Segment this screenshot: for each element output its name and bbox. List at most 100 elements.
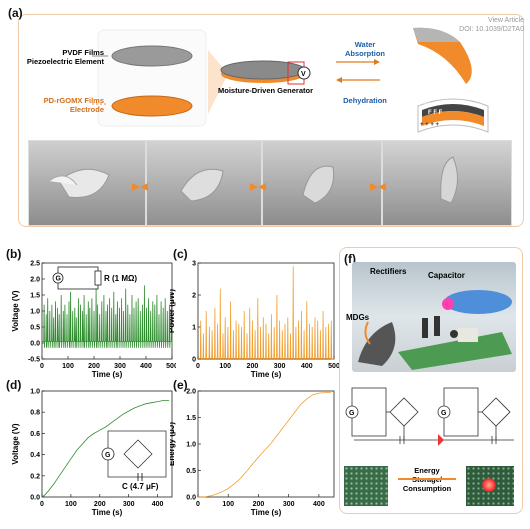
ytick-label-b-2: 0.5 [30,325,40,332]
board-on-photo [466,466,514,506]
energy-label-line3: Consumption [402,484,452,493]
xtick-label-d-2: 200 [94,501,106,508]
dehydration-arrowhead [336,77,342,83]
panel-e-label: (e) [173,378,188,392]
photo-2 [146,140,262,226]
glove-hand [444,290,512,314]
generator-top [220,60,306,80]
xtick-label-d-3: 300 [123,501,135,508]
charges-mid: F F F [428,110,443,116]
led-glow [442,298,454,310]
water-label-line1: Water [354,40,376,49]
mdg-pointer [364,321,371,345]
capacitor-label: Capacitor [428,271,465,280]
plot-frame-e [197,390,335,498]
xtick-label-e-3: 300 [283,501,295,508]
xtick-label-c-0: 0 [196,363,200,370]
generator-symbol-1 [345,405,359,419]
series-line-b [42,285,173,348]
panel-a-schematic: V [92,27,489,133]
absorption-arrowhead [374,59,380,65]
pvdf-label: PVDF Films Piezoelectric Element [24,48,104,66]
panel-d-label: (d) [6,378,22,392]
inset-b-resistor [94,270,102,286]
ytick-label-d-4: 0.8 [30,410,40,417]
inset-b-generator [52,272,64,284]
watermark: View Article DOI: 10.1039/D2TA0 [459,16,524,34]
ytick-label-b-5: 2.0 [30,277,40,284]
xlabel-c: Time (s) [251,370,282,379]
mdgs-label: MDGs [346,313,370,322]
ytick-label-c-3: 3 [192,261,196,268]
charges-bottom: + + + + [420,122,440,128]
xtick-label-d-1: 100 [65,501,77,508]
pd-label-line2: Electrode [69,105,104,114]
xtick-label-e-4: 400 [313,501,325,508]
inset-b-resistor-label: R (1 MΩ) [104,274,137,283]
ytick-label-d-2: 0.4 [30,452,40,459]
photo-4 [382,140,512,226]
xtick-label-b-4: 400 [140,363,152,370]
inset-d-generator [101,447,115,461]
ylabel-b: Voltage (V) [11,290,20,332]
ytick-label-b-1: 0.0 [30,341,40,348]
energy-label-line1: Energy [414,466,440,475]
photo-1 [28,140,146,226]
inset-d-g-label: G [105,452,111,459]
funnel-shape [208,50,228,114]
inset-b-g-label: G [56,276,62,283]
xlabel-d: Time (s) [92,508,123,517]
panel-c-label: (c) [173,247,188,261]
charges-top: - - - - - [424,101,441,107]
pvdf-label-line2: Piezoelectric Element [26,57,104,66]
panel-a-label: (a) [8,6,23,20]
ytick-label-e-0: 0.0 [186,495,196,502]
panel-b-label: (b) [6,247,22,261]
mdg-film [358,322,396,366]
ytick-label-e-1: 0.5 [186,468,196,475]
generator-label: Moisture-Driven Generator [218,86,314,95]
ylabel-d: Voltage (V) [11,423,20,465]
capacitor-part [450,330,458,338]
inset-d-loop [107,430,167,478]
charge-layer-top [422,104,484,117]
rectifier-2 [434,316,440,336]
ytick-label-d-3: 0.6 [30,431,40,438]
dehydration-label: Dehydration [343,96,387,105]
xtick-label-c-4: 400 [301,363,313,370]
ytick-label-c-2: 2 [192,293,196,300]
watermark-line2: DOI: 10.1039/D2TA0 [459,26,524,33]
rectifiers-label: Rectifiers [370,267,407,276]
chart-d: 0 100 200 300 400 0.0 0.2 0.4 0.6 0.8 1.0 Time (s) V… [11,389,173,517]
xtick-label-c-1: 100 [219,363,231,370]
g1-label: G [349,410,355,417]
ytick-label-d-0: 0.0 [30,495,40,502]
xtick-label-b-2: 200 [88,363,100,370]
xtick-label-d-0: 0 [40,501,44,508]
inset-b-loop [57,266,99,290]
breadboard [398,332,512,370]
xtick-label-b-1: 100 [62,363,74,370]
ylabel-e: Energy (μJ) [170,422,176,466]
pvdf-film [111,45,193,67]
xtick-label-e-0: 0 [196,501,200,508]
led-symbol [438,434,444,446]
inset-d-capacitor-label: C (4.7 μF) [122,482,159,491]
xtick-label-c-2: 200 [247,363,259,370]
photo-3 [262,140,382,226]
ytick-label-b-4: 1.5 [30,293,40,300]
ytick-label-b-0: -0.5 [28,357,40,364]
pd-label: PD-rGOMX Films Electrode [22,96,104,114]
xlabel-b: Time (s) [92,370,123,379]
circuit-photo [352,262,516,372]
inset-d-bridge [123,439,153,469]
ytick-label-d-5: 1.0 [30,389,40,396]
rectifier-1 [422,318,428,338]
ytick-label-b-3: 1.0 [30,309,40,316]
generator-symbol-2 [437,405,451,419]
xtick-label-b-0: 0 [40,363,44,370]
ylabel-c: Power (μW) [170,289,176,333]
g2-label: G [441,410,447,417]
xtick-label-c-5: 500 [328,363,340,370]
ytick-label-e-3: 1.5 [186,415,196,422]
